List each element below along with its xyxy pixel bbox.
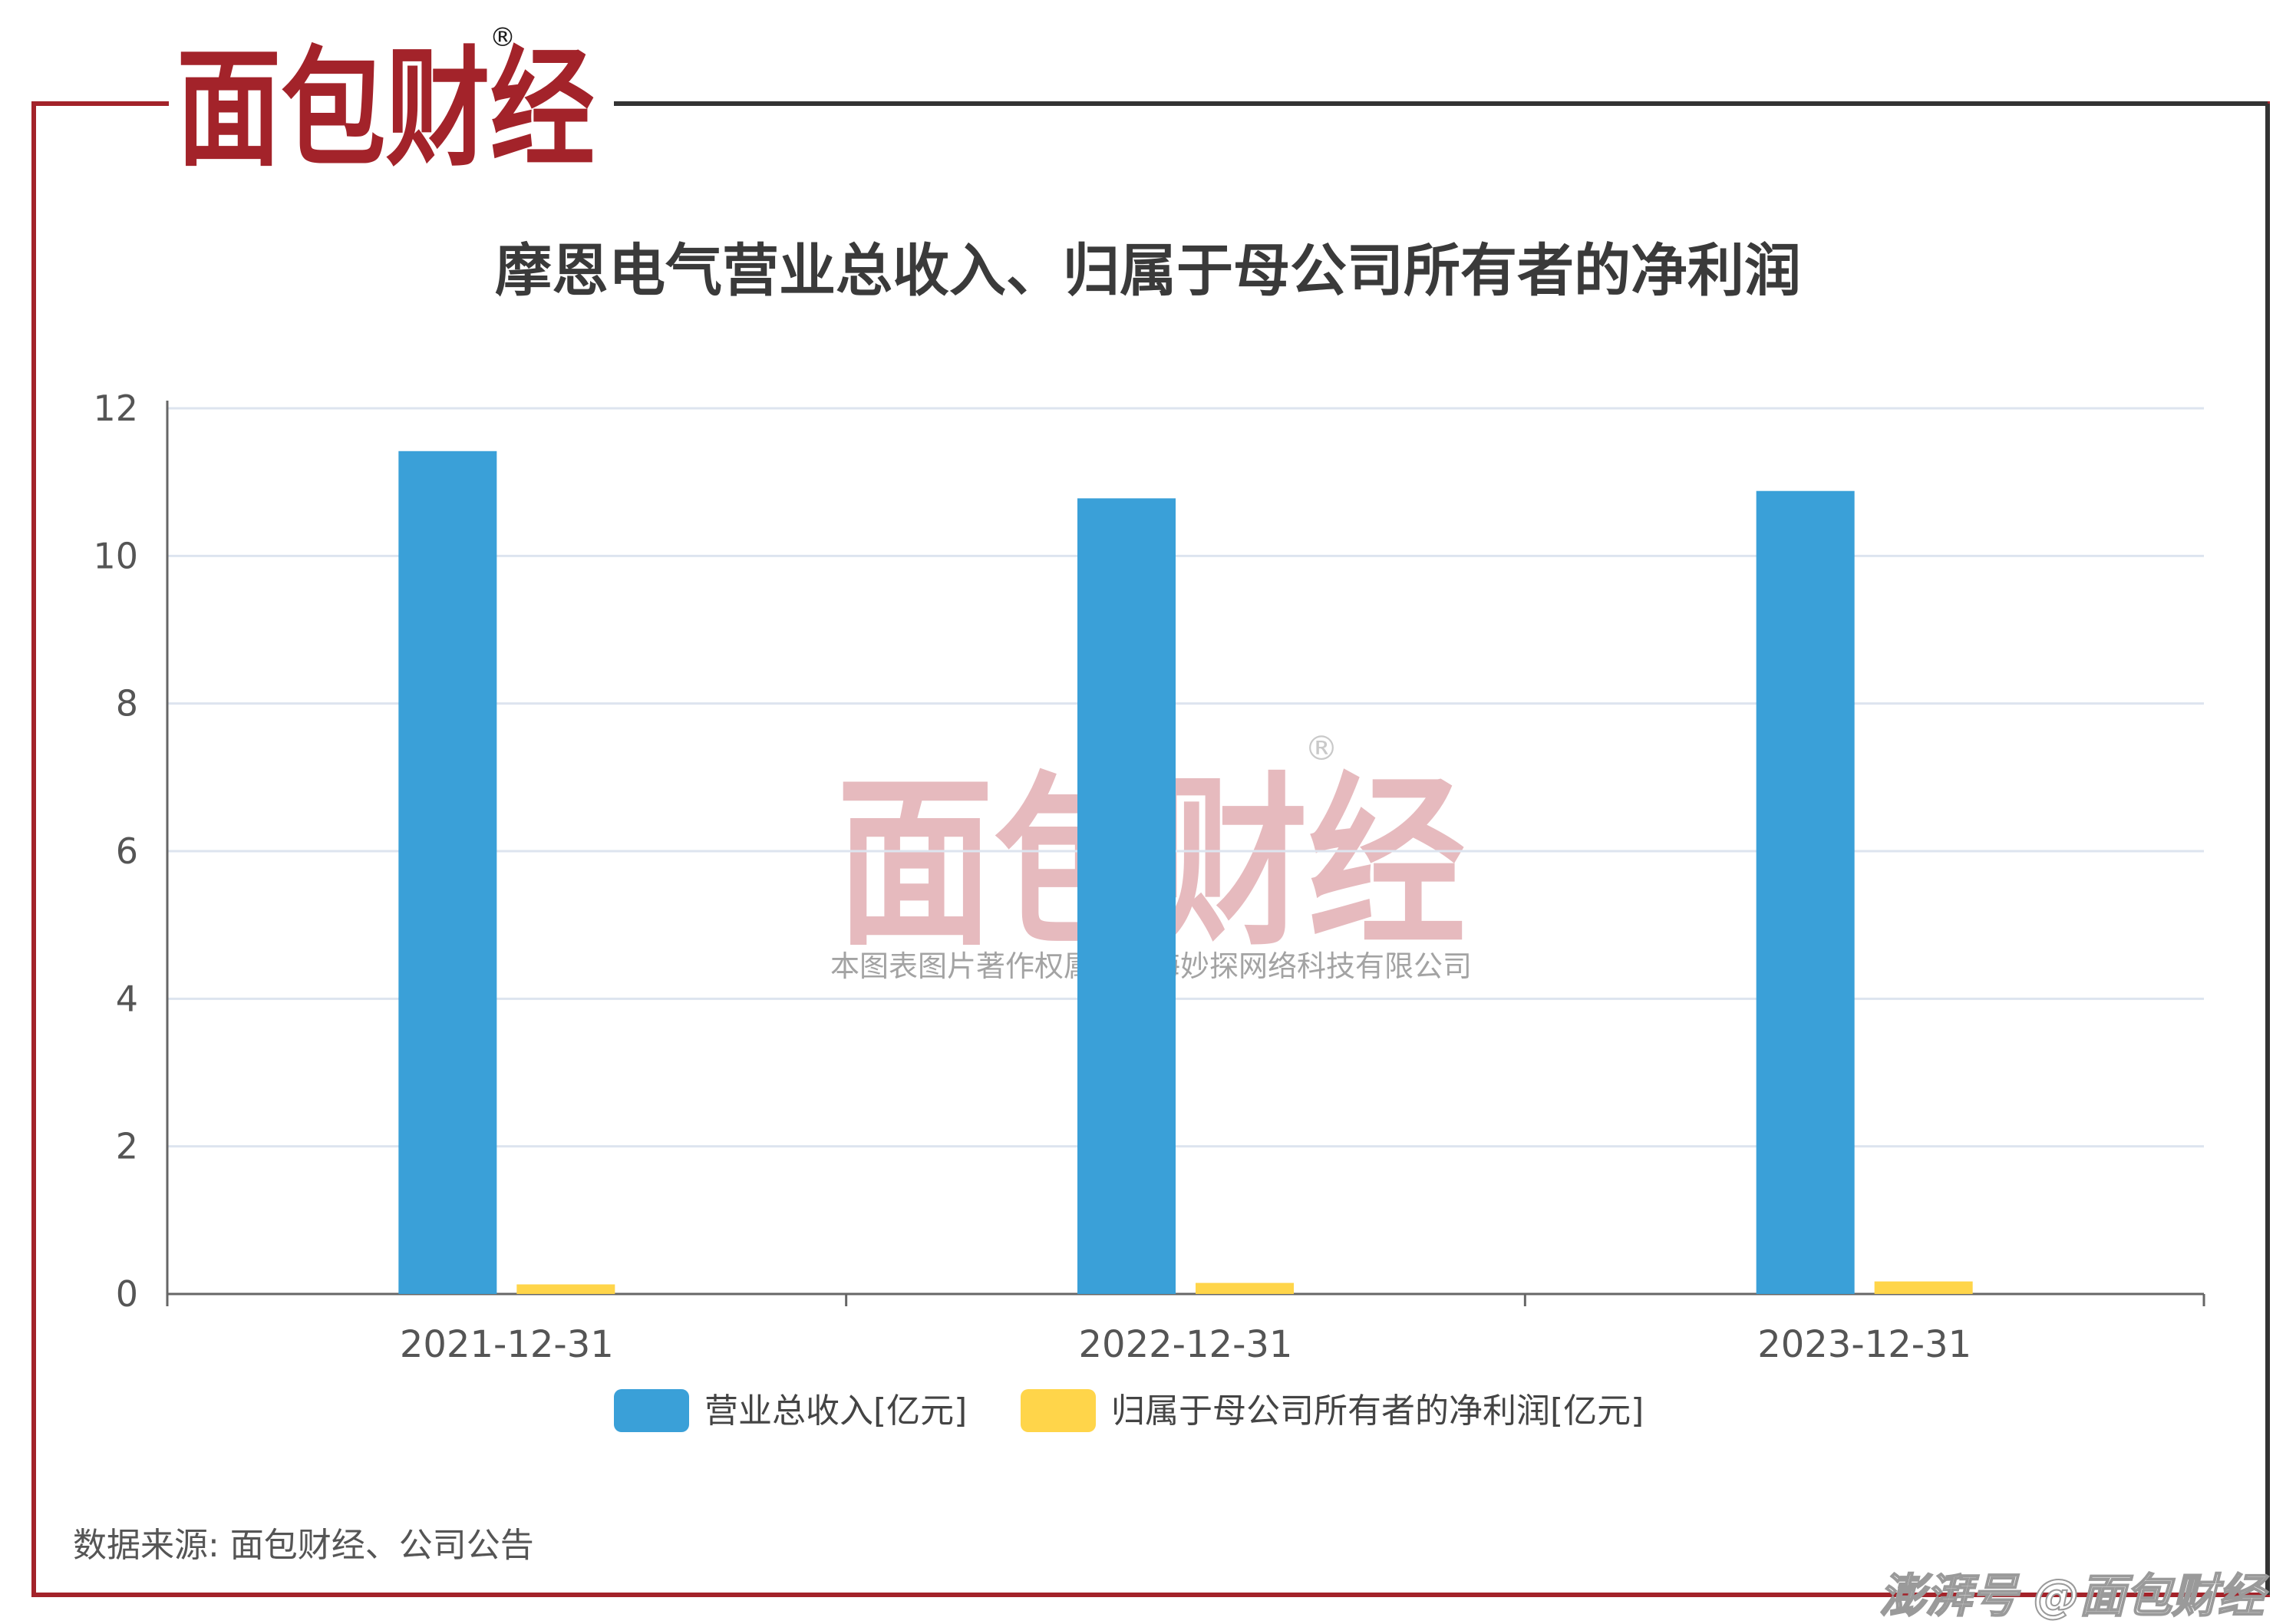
y-tick-label: 12 [93, 388, 138, 429]
x-tick-label: 2022-12-31 [1079, 1323, 1293, 1366]
y-tick-label: 10 [93, 535, 138, 576]
bar-net-profit[interactable] [1874, 1281, 1973, 1294]
registered-mark: ® [490, 22, 516, 53]
source-note: 数据来源: 面包财经、公司公告 [73, 1526, 534, 1565]
brand-logo: 面包财经 ® [169, 22, 614, 184]
bar-revenue[interactable] [1756, 490, 1855, 1294]
bar-net-profit[interactable] [1196, 1282, 1294, 1294]
x-tick-label: 2021-12-31 [400, 1323, 614, 1366]
legend-item-revenue[interactable]: 营业总收入[亿元] [614, 1389, 967, 1432]
y-tick-label: 2 [116, 1126, 138, 1167]
legend: 营业总收入[亿元] 归属于母公司所有者的净利润[亿元] [614, 1389, 1644, 1432]
chart-title: 摩恩电气营业总收入、归属于母公司所有者的净利润 [495, 238, 1801, 304]
legend-swatch-revenue [614, 1389, 689, 1432]
plot-area: 0 2 4 6 8 10 12 2021-12-31 2022-12-31 2023-12-31 [93, 388, 2205, 1366]
bar-revenue[interactable] [398, 451, 497, 1295]
legend-label-revenue: 营业总收入[亿元] [704, 1391, 967, 1431]
y-tick-label: 8 [116, 683, 138, 725]
footer-tag: 澎湃号 @面包财经 [1879, 1570, 2269, 1623]
y-tick-label: 6 [116, 830, 138, 872]
x-tick-label: 2023-12-31 [1757, 1323, 1971, 1366]
brand-logo-text: 面包财经 [176, 34, 595, 184]
bar-revenue[interactable] [1077, 498, 1176, 1295]
bar-net-profit[interactable] [516, 1284, 615, 1294]
legend-label-net-profit: 归属于母公司所有者的净利润[亿元] [1111, 1391, 1644, 1431]
legend-item-net-profit[interactable]: 归属于母公司所有者的净利润[亿元] [1021, 1389, 1644, 1432]
watermark-registered-mark: ® [1305, 729, 1338, 768]
y-tick-label: 0 [116, 1273, 138, 1315]
legend-swatch-net-profit [1021, 1389, 1096, 1432]
y-tick-label: 4 [116, 978, 138, 1019]
